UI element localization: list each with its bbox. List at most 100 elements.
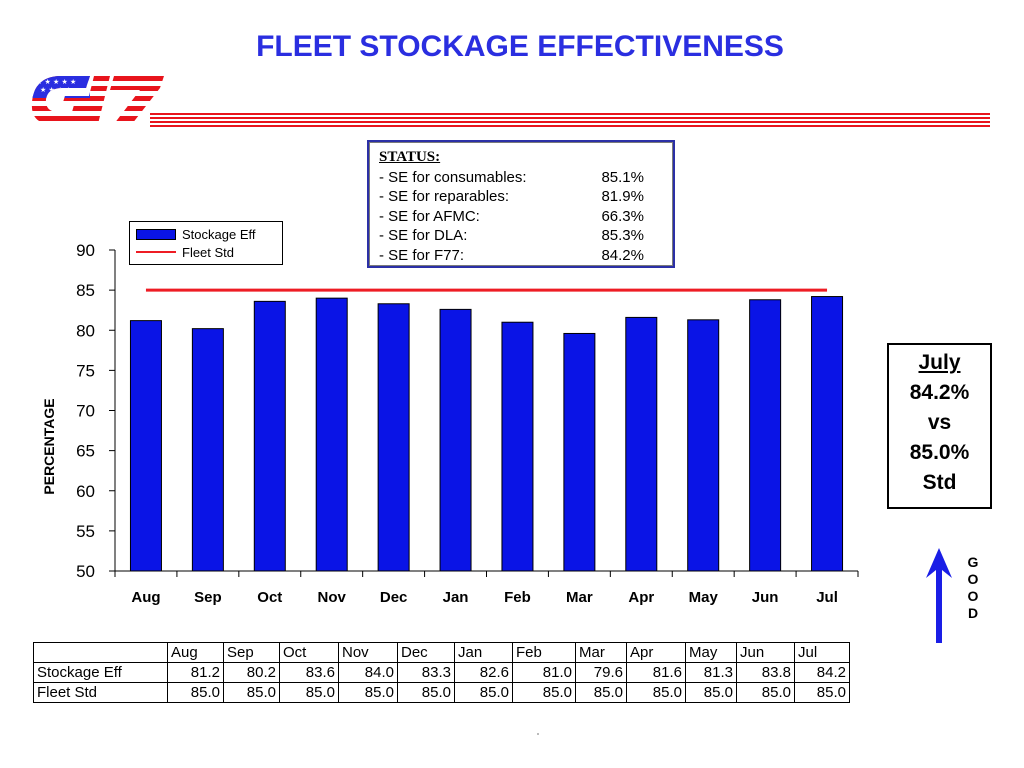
status-label: - SE for AFMC: [379,207,480,225]
status-row: - SE for consumables: 85.1% [379,168,663,188]
x-tick-label: Dec [380,589,408,606]
table-cell: 81.0 [512,662,576,683]
july-callout-box: July 84.2% vs 85.0% Std [887,343,992,509]
legend-item-stockage: Stockage Eff [136,226,255,242]
table-cell: 81.3 [685,662,737,683]
x-tick-label: Oct [257,589,282,606]
callout-standard: 85.0% [909,441,970,464]
data-table: Aug Sep Oct Nov Dec Jan Feb Mar Apr May … [33,642,850,703]
table-row-label: Stockage Eff [33,662,168,683]
legend-label-stockage: Stockage Eff [182,226,256,242]
y-tick-label: 60 [76,482,95,501]
chart-legend: Stockage Eff Fleet Std [129,221,283,265]
table-cell: 79.6 [575,662,627,683]
bar-may [687,319,720,572]
table-cell: 82.6 [454,662,513,683]
table-header-cell: Jan [454,642,513,663]
x-tick-label: Apr [628,589,654,606]
bar-dec [377,303,410,572]
page-title: FLEET STOCKAGE EFFECTIVENESS [256,30,784,63]
legend-label-fleet-std: Fleet Std [182,244,235,260]
table-cell: 81.2 [167,662,224,683]
svg-text:★ ★ ★ ★ ★: ★ ★ ★ ★ ★ [36,78,76,86]
table-row: Fleet Std 85.0 85.0 85.0 85.0 85.0 85.0 … [33,682,850,703]
table-header-cell: Dec [397,642,455,663]
table-header-row: Aug Sep Oct Nov Dec Jan Feb Mar Apr May … [33,642,850,663]
y-tick-label: 55 [76,522,95,541]
table-cell: 85.0 [512,682,576,703]
table-header-cell: Sep [223,642,280,663]
table-cell: 85.0 [167,682,224,703]
table-cell: 85.0 [223,682,280,703]
good-letter: O [967,571,979,587]
good-letter: D [967,605,979,621]
status-value: 85.1% [601,168,644,186]
y-tick-label: 90 [76,241,95,260]
bar-oct [253,300,286,572]
good-letter: G [967,554,979,570]
table-cell: 80.2 [223,662,280,683]
status-value: 84.2% [601,246,644,264]
y-tick-label: 80 [76,321,95,340]
table-cell: 85.0 [338,682,398,703]
bar-jan [439,308,472,572]
legend-line-swatch [136,251,176,253]
g17-flag-logo: ★ ★ ★ ★ ★ ★ ★ ★ ★ [31,76,164,124]
status-value: 66.3% [601,207,644,225]
bar-apr [625,316,658,572]
table-header-cell: Jun [736,642,795,663]
table-header-cell: Aug [167,642,224,663]
status-label: - SE for F77: [379,246,465,264]
table-header-cell: Nov [338,642,398,663]
table-cell: 85.0 [626,682,686,703]
status-value: 85.3% [601,227,644,244]
bar-nov [315,297,348,572]
callout-vs: vs [927,411,952,434]
table-cell: 85.0 [794,682,850,703]
table-cell: 85.0 [685,682,737,703]
status-label: - SE for DLA: [379,227,468,244]
callout-std-label: Std [922,471,957,494]
y-tick-label: 70 [76,402,95,421]
y-tick-label: 65 [76,442,95,461]
bar-feb [501,321,534,572]
table-cell: 85.0 [575,682,627,703]
good-letter: O [967,588,979,604]
status-box: STATUS: - SE for consumables: 85.1% - SE… [367,140,675,268]
table-header-cell: Mar [575,642,627,663]
table-cell: 83.6 [279,662,339,683]
x-tick-label: Nov [318,589,347,606]
status-label: - SE for consumables: [379,168,527,186]
table-cell: 84.0 [338,662,398,683]
y-axis-title: PERCENTAGE [41,398,57,494]
bar-jul [811,296,844,572]
table-header-cell: Jul [794,642,850,663]
legend-item-fleet-std: Fleet Std [136,244,234,260]
status-value: 81.9% [601,188,644,205]
x-tick-label: May [689,589,719,606]
table-cell: 85.0 [736,682,795,703]
x-tick-label: Jul [816,589,838,606]
table-cell: 85.0 [279,682,339,703]
bar-mar [563,332,596,572]
bar-aug [129,320,162,572]
table-cell: 83.3 [397,662,455,683]
status-header: STATUS: [379,149,441,165]
status-row: - SE for AFMC: 66.3% [379,207,663,227]
header-rule [150,113,990,127]
status-row: - SE for DLA: 85.3% [379,226,663,246]
bar-sep [191,328,224,572]
y-tick-label: 75 [76,361,95,380]
table-cell: 81.6 [626,662,686,683]
callout-value: 84.2% [909,381,970,404]
up-arrow-icon [926,548,952,643]
status-row: - SE for reparables: 81.9% [379,187,663,207]
x-tick-label: Feb [504,589,531,606]
table-header-cell: Oct [279,642,339,663]
bar-jun [749,299,782,572]
x-tick-label: Jan [443,589,469,606]
legend-bar-swatch [136,228,176,240]
table-cell: 85.0 [454,682,513,703]
table-row: Stockage Eff 81.2 80.2 83.6 84.0 83.3 82… [33,662,850,683]
